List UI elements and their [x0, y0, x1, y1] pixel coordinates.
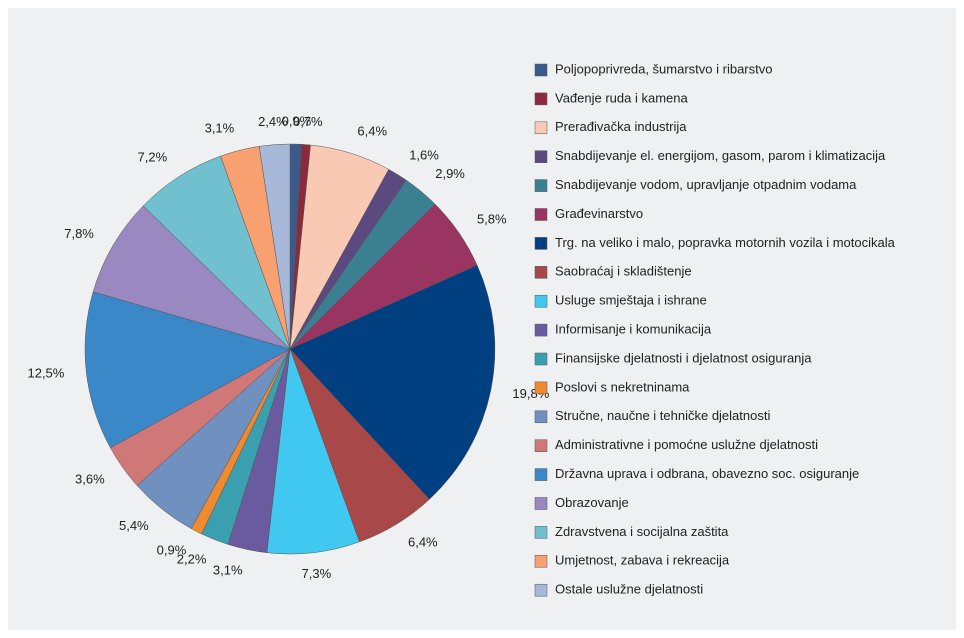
legend-label: Poljopoprivreda, šumarstvo i ribarstvo [555, 61, 772, 76]
legend-label: Snabdijevanje vodom, upravljanje otpadni… [555, 177, 857, 192]
slice-label: 3,6% [75, 472, 105, 487]
legend-label: Trg. na veliko i malo, popravka motornih… [555, 235, 896, 250]
legend-label: Prerađivačka industrija [555, 119, 687, 134]
legend-swatch [534, 439, 548, 452]
legend-label: Umjetnost, zabava i rekreacija [555, 553, 730, 568]
legend-label: Zdravstvena i socijalna zaštita [555, 524, 729, 539]
legend-swatch [534, 63, 548, 77]
slice-label: 0,9% [157, 542, 187, 557]
legend-label: Finansijske djelatnosti i djelatnost osi… [555, 350, 812, 365]
legend-label: Obrazovanje [555, 495, 629, 510]
legend-swatch [534, 323, 548, 337]
legend-swatch [534, 583, 548, 597]
pie-slice [258, 143, 291, 350]
slice-label: 0,9% [282, 114, 312, 129]
slice-label: 7,8% [64, 226, 94, 241]
legend-swatch [534, 555, 548, 568]
legend-label: Stručne, naučne i tehničke djelatnosti [555, 408, 770, 423]
legend-swatch [534, 294, 548, 308]
pie-slice [84, 291, 291, 449]
legend-swatch [534, 497, 548, 510]
legend-swatch [534, 381, 548, 395]
legend-swatch [534, 92, 548, 106]
legend-swatch [534, 468, 548, 481]
legend-label: Saobraćaj i skladištenje [555, 264, 692, 279]
legend-swatch [534, 208, 548, 221]
slice-label: 2,9% [435, 166, 465, 181]
legend-label: Građevinarstvo [555, 206, 643, 221]
slice-label: 1,6% [409, 147, 439, 162]
slice-label: 3,1% [205, 120, 235, 135]
pie-slice [289, 264, 496, 500]
slice-label: 6,4% [357, 124, 387, 139]
legend-swatch [534, 352, 548, 366]
legend-label: Informisanje i komunikacija [555, 322, 712, 337]
legend-swatch [534, 121, 548, 135]
slice-label: 5,4% [119, 518, 149, 533]
pie-slice [92, 205, 291, 350]
legend-label: Administrativne i pomoćne uslužne djelat… [555, 437, 818, 452]
slice-label: 2,4% [258, 114, 288, 129]
slice-label: 7,3% [302, 566, 332, 581]
slice-label: 5,8% [477, 212, 507, 227]
legend-label: Usluge smještaja i ishrane [555, 293, 707, 308]
legend-swatch [534, 179, 548, 192]
legend-label: Poslovi s nekretninama [555, 379, 690, 394]
legend-swatch [534, 266, 548, 279]
legend-swatch [534, 150, 548, 163]
legend-label: Ostale uslužne djelatnosti [555, 582, 703, 597]
legend-label: Snabdijevanje el. energijom, gasom, paro… [555, 148, 886, 163]
slice-label: 3,1% [213, 562, 243, 577]
legend-swatch [534, 410, 548, 424]
slice-label: 12,5% [27, 365, 64, 380]
legend-swatch [534, 526, 548, 539]
legend-swatch [534, 237, 548, 250]
slice-label: 2,2% [177, 551, 207, 566]
slice-label: 6,4% [408, 534, 438, 549]
slice-label: 0,7% [293, 114, 323, 129]
legend-label: Vađenje ruda i kamena [555, 90, 689, 105]
slice-label: 7,2% [138, 150, 168, 165]
legend-label: Državna uprava i odbrana, obavezno soc. … [555, 466, 859, 481]
